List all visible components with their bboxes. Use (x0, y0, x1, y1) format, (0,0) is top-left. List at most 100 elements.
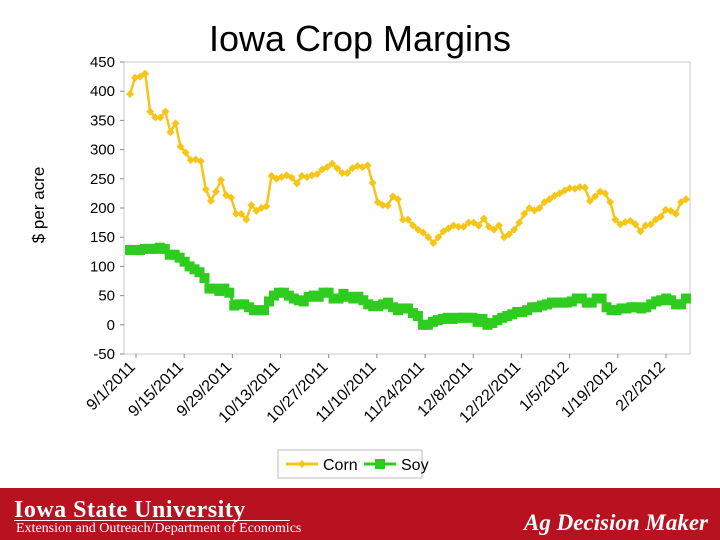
y-tick-label: 0 (107, 317, 115, 334)
corn-point (363, 161, 372, 170)
chart-title: Iowa Crop Margins (208, 18, 512, 59)
corn-point (429, 239, 438, 248)
corn-point (368, 178, 377, 187)
corn-point (181, 148, 190, 157)
corn-point (166, 128, 175, 137)
corn-point (474, 221, 483, 230)
corn-point (141, 69, 150, 78)
corn-point (646, 220, 655, 229)
soy-point (264, 296, 274, 307)
corn-point (378, 201, 387, 210)
corn-point (161, 107, 170, 116)
corn-point (682, 195, 690, 204)
corn-point (580, 183, 589, 192)
corn-point (671, 209, 680, 218)
corn-series (126, 69, 690, 248)
corn-point (591, 192, 600, 201)
corn-point (494, 221, 503, 230)
corn-point (171, 119, 180, 128)
soy-point (676, 299, 687, 310)
corn-point (424, 233, 433, 242)
corn-point (262, 202, 271, 211)
corn-point (333, 164, 342, 173)
corn-point (237, 209, 246, 218)
corn-point (631, 220, 640, 229)
department-text: Extension and Outreach/Department of Eco… (16, 521, 302, 536)
corn-point (287, 173, 296, 182)
corn-point (636, 227, 645, 236)
soy-point (477, 313, 488, 324)
corn-point (126, 90, 134, 99)
corn-point (151, 113, 160, 122)
corn-point (510, 225, 519, 234)
corn-point (393, 195, 402, 204)
corn-point (601, 189, 610, 198)
legend-soy-label: Soy (401, 457, 429, 474)
corn-point (479, 214, 488, 223)
corn-point (505, 230, 514, 239)
corn-point (196, 157, 205, 166)
corn-point (156, 113, 165, 122)
corn-point (454, 222, 463, 231)
corn-point (176, 142, 185, 151)
corn-point (606, 198, 615, 207)
corn-point (186, 156, 195, 165)
corn-point (419, 228, 428, 237)
corn-point (565, 184, 574, 193)
legend-soy-marker (375, 459, 385, 469)
soy-point (412, 311, 423, 322)
y-tick-label: 250 (90, 171, 115, 188)
soy-point (681, 293, 691, 304)
footer-bar (0, 488, 720, 540)
brand-text: Ag Decision Maker (524, 510, 708, 535)
legend-corn-marker (298, 460, 306, 468)
y-tick-label: 200 (90, 200, 115, 217)
margins-line-chart: -500501001502002503003504004509/1/20119/… (84, 54, 691, 479)
x-tick-label: 2/2/2012 (613, 359, 669, 415)
corn-point (575, 182, 584, 191)
corn-point (409, 221, 418, 230)
y-tick-label: 300 (90, 142, 115, 159)
y-tick-label: 100 (90, 258, 115, 275)
y-tick-label: 350 (90, 112, 115, 129)
soy-point (224, 287, 235, 298)
corn-point (611, 215, 620, 224)
corn-point (520, 209, 529, 218)
corn-point (232, 209, 241, 218)
corn-point (383, 201, 392, 210)
corn-point (585, 196, 594, 205)
soy-point (199, 273, 210, 284)
corn-point (545, 195, 554, 204)
corn-point (216, 175, 225, 184)
corn-point (338, 168, 347, 177)
university-wordmark: Iowa State University (14, 497, 246, 523)
wordmark-underline (14, 520, 290, 521)
corn-point (404, 215, 412, 224)
corn-point (211, 187, 220, 196)
soy-point (159, 243, 170, 254)
y-tick-label: -50 (93, 346, 115, 363)
y-tick-label: 450 (90, 54, 115, 71)
corn-point (434, 233, 443, 242)
soy-point (323, 287, 334, 298)
y-tick-label: 400 (90, 83, 115, 100)
corn-point (313, 170, 322, 179)
corn-point (515, 218, 524, 227)
soy-point (194, 267, 205, 278)
corn-point (626, 216, 635, 225)
corn-point (242, 215, 251, 224)
corn-point (489, 225, 498, 234)
corn-point (206, 196, 215, 205)
corn-point (227, 193, 236, 202)
corn-point (328, 159, 337, 168)
corn-point (146, 107, 155, 116)
legend: Corn Soy (277, 449, 429, 479)
corn-point (464, 218, 473, 227)
corn-point (459, 222, 468, 231)
legend-corn-label: Corn (323, 457, 358, 474)
soy-series (125, 242, 691, 330)
corn-point (398, 215, 407, 224)
y-tick-label: 150 (90, 229, 115, 246)
corn-point (656, 212, 665, 221)
soy-point (596, 293, 607, 304)
